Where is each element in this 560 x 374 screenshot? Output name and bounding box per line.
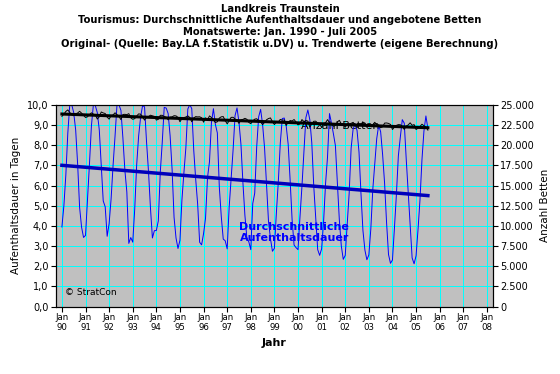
X-axis label: Jahr: Jahr (262, 338, 287, 348)
Y-axis label: Anzahl Betten: Anzahl Betten (540, 169, 550, 242)
Text: Landkreis Traunstein
Tourismus: Durchschnittliche Aufenthaltsdauer und angeboten: Landkreis Traunstein Tourismus: Durchsch… (62, 4, 498, 49)
Text: Durchschnittliche
Aufenthaltsdauer: Durchschnittliche Aufenthaltsdauer (240, 222, 349, 243)
Text: Anzahl Betten: Anzahl Betten (301, 121, 379, 131)
Text: © StratCon: © StratCon (65, 288, 116, 297)
Y-axis label: Aufenthaltsdauer in Tagen: Aufenthaltsdauer in Tagen (11, 137, 21, 274)
